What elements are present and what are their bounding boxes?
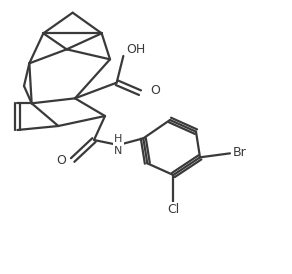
Text: O: O <box>150 84 160 97</box>
Text: Br: Br <box>232 146 246 159</box>
Text: O: O <box>57 155 67 167</box>
Text: OH: OH <box>126 43 146 56</box>
Text: H
N: H N <box>114 134 123 156</box>
Text: Cl: Cl <box>167 203 180 216</box>
